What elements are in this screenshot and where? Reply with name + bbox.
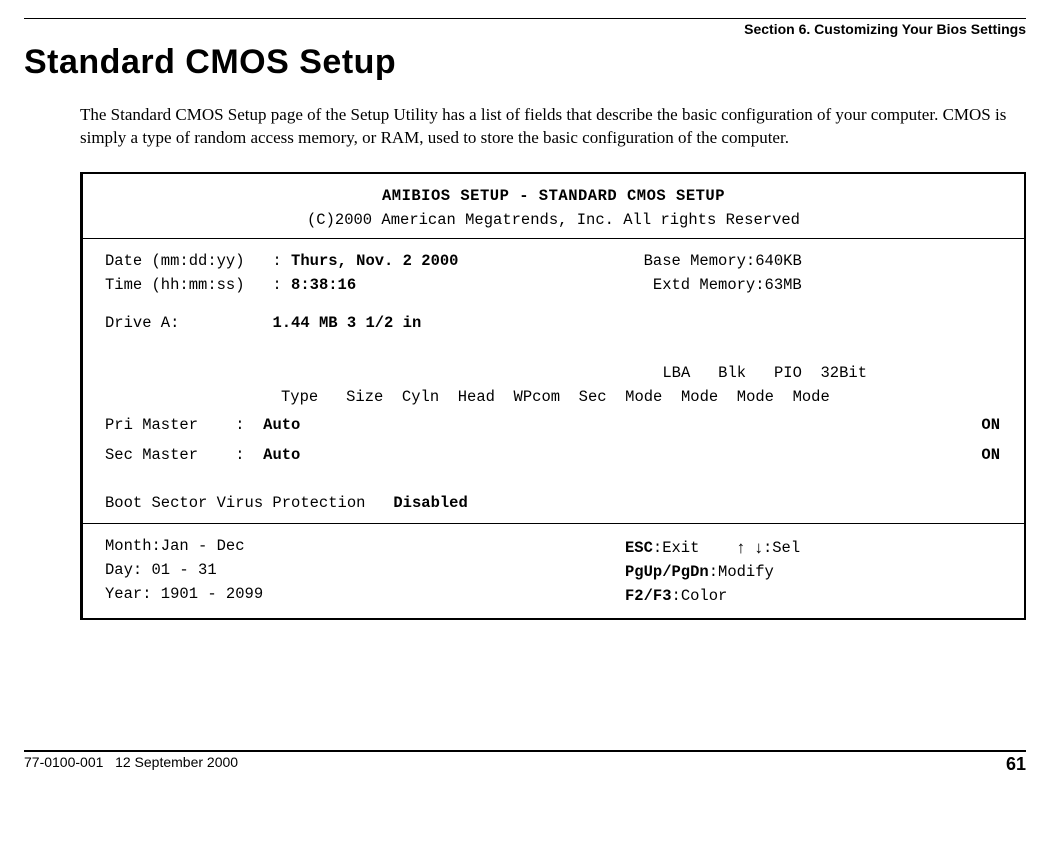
section-header: Section 6. Customizing Your Bios Setting… — [24, 21, 1026, 37]
sec-master-value: Auto — [263, 446, 300, 464]
base-mem-value: 640KB — [755, 252, 802, 270]
help-year: Year: 1901 - 2099 — [105, 582, 625, 606]
intro-paragraph: The Standard CMOS Setup page of the Setu… — [80, 104, 1026, 150]
boot-label: Boot Sector Virus Protection — [105, 494, 365, 512]
esc-text: :Exit — [653, 539, 700, 557]
boot-value: Disabled — [393, 494, 467, 512]
pri-master-label: Pri Master — [105, 416, 198, 434]
drive-a-value: 1.44 MB 3 1/2 in — [272, 314, 421, 332]
bios-screen: AMIBIOS SETUP - STANDARD CMOS SETUP (C)2… — [80, 172, 1026, 621]
drive-columns-line2: Type Size Cyln Head WPcom Sec Mode Mode … — [281, 385, 1002, 409]
help-day: Day: 01 - 31 — [105, 558, 625, 582]
footer-date: 12 September 2000 — [115, 754, 238, 770]
extd-mem-label: Extd Memory: — [653, 276, 765, 294]
pri-master-value: Auto — [263, 416, 300, 434]
footer-page-number: 61 — [1006, 754, 1026, 775]
page-title: Standard CMOS Setup — [24, 43, 1026, 82]
down-arrow-icon: ↓ — [754, 538, 763, 557]
pri-master-on: ON — [981, 413, 1002, 437]
base-mem-label: Base Memory: — [644, 252, 756, 270]
time-label: Time (hh:mm:ss) — [105, 276, 245, 294]
drive-columns-line1: LBA Blk PIO 32Bit — [281, 361, 1002, 385]
f2f3-key: F2/F3 — [625, 587, 672, 605]
bios-copyright: (C)2000 American Megatrends, Inc. All ri… — [105, 208, 1002, 232]
esc-key: ESC — [625, 539, 653, 557]
extd-mem-value: 63MB — [765, 276, 802, 294]
sec-master-on: ON — [981, 443, 1002, 467]
footer-docnum: 77-0100-001 — [24, 754, 103, 770]
up-arrow-icon: ↑ — [737, 538, 746, 557]
bios-title: AMIBIOS SETUP - STANDARD CMOS SETUP — [105, 184, 1002, 208]
f2f3-text: :Color — [672, 587, 728, 605]
drive-a-label: Drive A: — [105, 314, 179, 332]
sel-text: :Sel — [763, 539, 800, 557]
sec-master-label: Sec Master — [105, 446, 198, 464]
date-value: Thurs, Nov. 2 2000 — [291, 252, 458, 270]
pgup-text: :Modify — [709, 563, 774, 581]
time-value: 8:38:16 — [291, 276, 356, 294]
help-month: Month:Jan - Dec — [105, 534, 625, 558]
pgup-key: PgUp/PgDn — [625, 563, 709, 581]
date-label: Date (mm:dd:yy) — [105, 252, 245, 270]
